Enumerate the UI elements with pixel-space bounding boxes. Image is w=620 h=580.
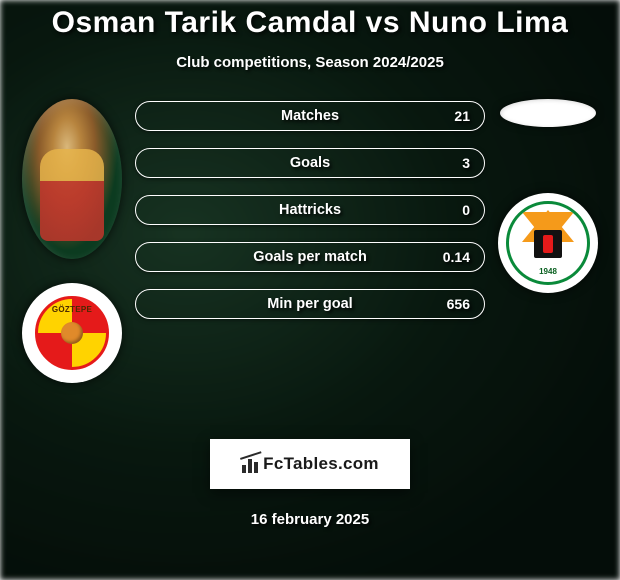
stat-row: Hattricks 0 [135,195,485,225]
stats-list: Matches 21 Goals 3 Hattricks 0 Goals per… [135,101,485,319]
page-subtitle: Club competitions, Season 2024/2025 [0,54,620,71]
stat-label: Goals per match [253,249,367,265]
page-title: Osman Tarik Camdal vs Nuno Lima [0,6,620,40]
player-left-column: GÖZTEPE [17,99,127,383]
stat-row: Min per goal 656 [135,289,485,319]
player-right-column: 1948 [493,99,603,293]
goztepe-badge-text: GÖZTEPE [52,305,92,314]
fctables-chart-icon [241,455,259,473]
alanyaspor-shield-icon [534,230,562,258]
comparison-row: GÖZTEPE Matches 21 Goals 3 Hattricks 0 G… [0,99,620,383]
footer-date: 16 february 2025 [0,511,620,528]
club-right-badge: 1948 [498,193,598,293]
stat-label: Hattricks [279,202,341,218]
player-right-portrait [500,99,596,127]
stat-value-right: 21 [454,108,470,124]
stat-row: Matches 21 [135,101,485,131]
infographic-root: Osman Tarik Camdal vs Nuno Lima Club com… [0,0,620,580]
stat-value-right: 3 [462,155,470,171]
alanyaspor-year: 1948 [539,267,557,276]
stat-label: Matches [281,108,339,124]
fctables-logo-text: FcTables.com [263,454,379,474]
alanyaspor-icon: 1948 [506,201,590,285]
stat-row: Goals 3 [135,148,485,178]
stat-label: Goals [290,155,330,171]
stat-value-right: 656 [447,296,470,312]
stat-row: Goals per match 0.14 [135,242,485,272]
club-left-badge: GÖZTEPE [22,283,122,383]
stat-value-right: 0 [462,202,470,218]
stat-label: Min per goal [267,296,352,312]
goztepe-ball-icon [61,322,83,344]
goztepe-icon: GÖZTEPE [35,296,109,370]
fctables-logo: FcTables.com [210,439,410,489]
player-left-portrait [22,99,122,259]
stat-value-right: 0.14 [443,249,470,265]
